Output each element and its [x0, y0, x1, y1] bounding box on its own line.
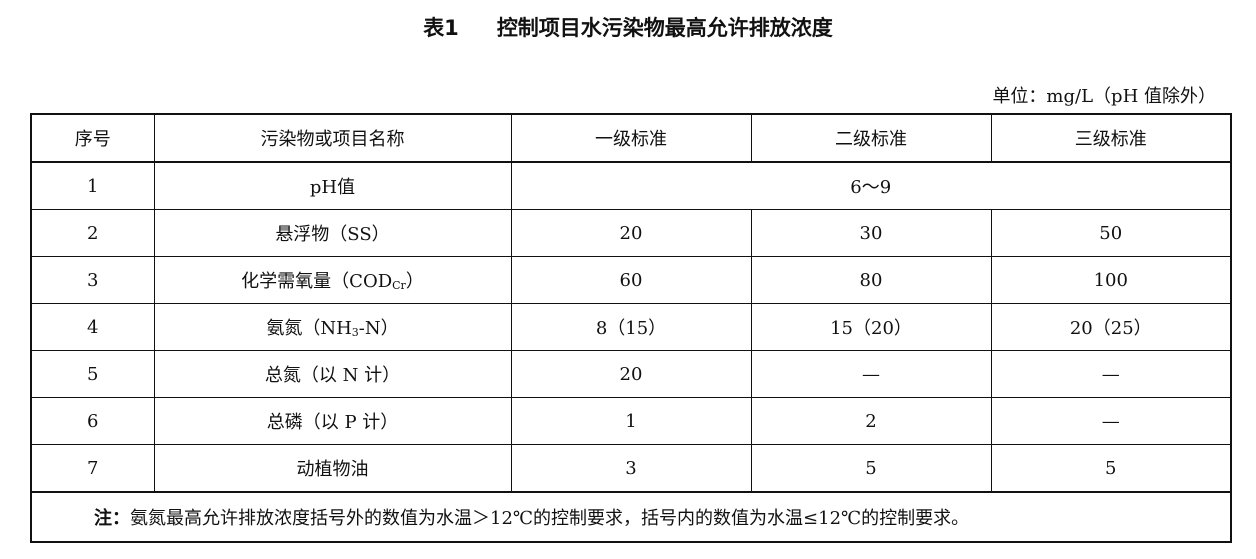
- standard-value: 20: [510, 209, 752, 257]
- table-row: 3 化学需氧量（CODCr） 60 80 100: [30, 256, 1232, 304]
- row-number: 5: [30, 350, 155, 398]
- table-row: 4 氨氮（NH3-N） 8（15） 15（20） 20（25）: [30, 303, 1232, 351]
- standard-value: —: [750, 350, 992, 398]
- standard-value: 60: [510, 256, 752, 304]
- row-number: 4: [30, 303, 155, 351]
- row-number: 3: [30, 256, 155, 304]
- row-number: 1: [30, 161, 155, 210]
- standard-value: 5: [750, 444, 992, 493]
- table-row: 7 动植物油 3 5 5: [30, 444, 1232, 493]
- header-cell: 序号: [30, 113, 155, 163]
- standard-value: 20（25）: [990, 303, 1232, 351]
- standard-value: 8（15）: [510, 303, 752, 351]
- table-row: 6 总磷（以 P 计） 1 2—: [30, 397, 1232, 445]
- note-text: 氨氮最高允许排放浓度括号外的数值为水温＞12℃的控制要求，括号内的数值为水温≤1…: [130, 508, 970, 529]
- standard-value: 5: [990, 444, 1232, 493]
- row-number: 7: [30, 444, 155, 493]
- header-row: 序号 污染物或项目名称 一级标准 二级标准 三级标准: [30, 113, 1232, 163]
- header-cell: 三级标准: [990, 113, 1232, 163]
- pollutant-name: 氨氮（NH3-N）: [153, 303, 512, 351]
- pollutant-name: pH值: [153, 161, 512, 210]
- standard-value: —: [990, 397, 1232, 445]
- standard-value: 3: [510, 444, 752, 493]
- standard-value: 1: [510, 397, 752, 445]
- header-cell: 一级标准: [510, 113, 752, 163]
- note-row: 注：氨氮最高允许排放浓度括号外的数值为水温＞12℃的控制要求，括号内的数值为水温…: [30, 491, 1232, 543]
- table-row: 5 总氮（以 N 计） 20— —: [30, 350, 1232, 398]
- standard-value: —: [990, 350, 1232, 398]
- standard-value: 50: [990, 209, 1232, 257]
- table-row: 2 悬浮物（SS） 20 30 50: [30, 209, 1232, 257]
- table-row: 1 pH值 6～9: [30, 161, 1232, 210]
- unit-label: 单位：mg/L（pH 值除外）: [992, 86, 1216, 107]
- table-title: 表1 控制项目水污染物最高允许排放浓度: [423, 16, 833, 40]
- pollutant-name: 总磷（以 P 计）: [153, 397, 512, 445]
- standard-value: 20: [510, 350, 752, 398]
- pollutant-name: 悬浮物（SS）: [153, 209, 512, 257]
- note-label: 注：: [94, 508, 130, 529]
- pollutant-name: 总氮（以 N 计）: [153, 350, 512, 398]
- note-cell: 注：氨氮最高允许排放浓度括号外的数值为水温＞12℃的控制要求，括号内的数值为水温…: [30, 491, 1232, 543]
- emission-standards-table: 序号 污染物或项目名称 一级标准 二级标准 三级标准 1 pH值 6～9 2 悬浮物（S…: [30, 113, 1232, 543]
- standard-value: 80: [750, 256, 992, 304]
- row-number: 2: [30, 209, 155, 257]
- row-number: 6: [30, 397, 155, 445]
- header-cell: 污染物或项目名称: [153, 113, 512, 163]
- standard-value: 30: [750, 209, 992, 257]
- standard-value: 100: [990, 256, 1232, 304]
- standard-value: 6～9: [510, 161, 1232, 210]
- pollutant-name: 动植物油: [153, 444, 512, 493]
- pollutant-name: 化学需氧量（CODCr）: [153, 256, 512, 304]
- standard-value: 2: [750, 397, 992, 445]
- header-cell: 二级标准: [750, 113, 992, 163]
- standard-value: 15（20）: [750, 303, 992, 351]
